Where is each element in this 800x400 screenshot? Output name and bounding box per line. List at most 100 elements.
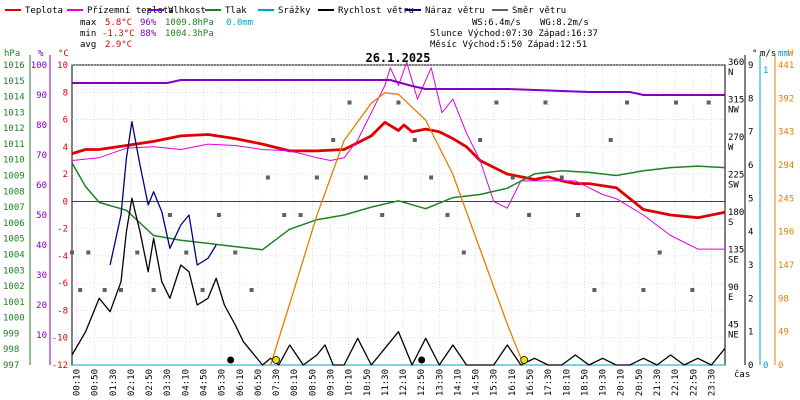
time-tick: 13:30 [435,369,445,396]
time-tick: 00:10 [73,369,83,396]
dir-tick-deg: 180 [728,208,744,218]
wind-dir-point [184,250,189,255]
wind-dir-point [78,288,83,292]
stat-max-rain: 0.0mm [226,18,253,28]
hpa-tick: 1007 [3,203,25,213]
time-tick: 21:30 [653,369,663,396]
stat-wg: WG:8.2m/s [540,18,589,28]
sun-marker [272,356,280,364]
ms-tick: 3 [748,261,753,271]
dir-tick-deg: 360 [728,58,744,68]
stat-max-temp: 5.8°C [105,18,132,28]
w-tick: 49 [778,328,789,338]
time-tick: 00:50 [91,369,101,396]
temp-tick: 0 [63,197,68,207]
wind-dir-point [151,288,156,292]
w-tick: 98 [778,294,789,304]
wind-dir-point [527,213,532,217]
time-tick: 22:10 [671,369,681,396]
wind-dir-point [641,288,646,292]
time-tick: 02:50 [145,369,155,396]
dir-unit: ° [752,49,757,59]
w-tick: 0 [778,361,783,371]
legend-label-0: Teplota [25,6,63,16]
right-axes: 360N315NW270W225SW180S135SE90E45NE987654… [728,55,794,371]
time-tick: 19:30 [599,369,609,396]
time-tick: 16:10 [508,369,518,396]
time-tick: 22:50 [689,369,699,396]
wind-dir-point [657,250,662,255]
hpa-tick: 1012 [3,124,25,134]
hpa-tick: 1014 [3,93,25,103]
series-line-3 [71,162,726,251]
temp-tick: -4 [57,252,68,262]
legend-label-3: Tlak [225,6,247,16]
dir-tick-name: NW [728,106,739,116]
dir-tick-deg: 45 [728,321,739,331]
series-line-7 [269,92,525,366]
wind-dir-point [576,213,581,217]
wind-dir-point [298,213,303,217]
series-line-2 [72,79,725,96]
wind-dir-point [118,288,123,292]
moon-marker [227,356,235,364]
time-tick: 15:30 [490,369,500,396]
stat-max-press: 1009.8hPa [165,18,214,28]
wind-dir-point [70,250,74,255]
w-unit: W [788,49,794,59]
hum-tick: 50 [36,211,47,221]
wind-dir-point [86,250,91,255]
hum-tick: 70 [36,151,47,161]
stat-min-label: min [80,29,96,39]
legend-label-1: Přízemní teplota [87,6,174,16]
series-line-0 [71,120,726,220]
time-tick: 12:10 [399,369,409,396]
wind-dir-point [135,250,140,255]
wind-dir-point [690,288,695,292]
wind-dir-point [347,100,352,105]
hpa-tick: 1000 [3,314,25,324]
temp-tick: -10 [52,334,68,344]
series-line-6 [109,121,217,266]
time-tick: 17:30 [544,369,554,396]
ms-tick: 8 [748,94,753,104]
hum-tick: 100 [31,61,47,71]
time-tick: 18:10 [562,369,572,396]
legend-label-2: Vlhkost [168,6,206,16]
dir-tick-name: SW [728,181,739,191]
time-tick: 06:10 [236,369,246,396]
series-line-5 [71,197,726,366]
dir-tick-name: SE [728,256,739,266]
stat-avg-label: avg [80,40,96,50]
hpa-tick: 997 [3,361,19,371]
hpa-tick: 1008 [3,187,25,197]
time-tick: 20:10 [617,369,627,396]
ms-tick: 2 [748,294,753,304]
dir-tick-name: E [728,293,733,303]
wind-dir-point [249,288,254,292]
stat-moon: Měsíc Východ:5:50 Západ:12:51 [430,40,587,50]
wind-dir-point [674,100,679,105]
time-tick: 08:50 [308,369,318,396]
legend-label-4: Srážky [278,6,311,16]
wind-dir-point [559,175,564,180]
wind-dir-point [216,213,221,217]
stat-avg-temp: 2.9°C [105,40,132,50]
hpa-tick: 1001 [3,298,25,308]
hpa-tick: 1009 [3,172,25,182]
left-axes: 1016101510141013101210111010100910081007… [3,55,68,371]
hpa-tick: 1003 [3,266,25,276]
moon-marker [418,356,426,364]
hpa-tick: 1013 [3,108,25,118]
temp-tick: 6 [63,116,68,126]
w-tick: 147 [778,261,794,271]
time-tick: 14:10 [453,369,463,396]
hpa-tick: 1005 [3,235,25,245]
stat-min-hum: 88% [140,29,157,39]
time-tick: 10:50 [363,369,373,396]
hpa-tick: 1004 [3,250,25,260]
hum-tick: 10 [36,331,47,341]
dir-tick-deg: 315 [728,96,744,106]
wind-dir-point [412,138,417,142]
